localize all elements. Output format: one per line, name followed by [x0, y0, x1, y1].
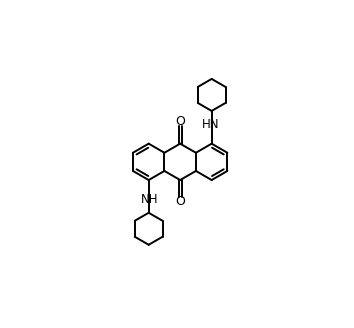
Text: O: O — [175, 195, 185, 208]
Text: HN: HN — [202, 117, 219, 131]
Text: NH: NH — [141, 193, 158, 206]
Text: O: O — [175, 115, 185, 128]
